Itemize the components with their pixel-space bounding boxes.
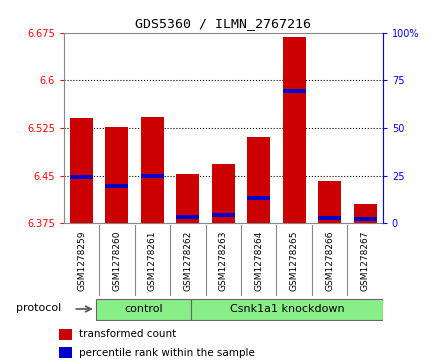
Bar: [141, 174, 164, 178]
Text: protocol: protocol: [16, 303, 62, 313]
Bar: [59, 329, 72, 340]
Bar: [176, 174, 199, 223]
Bar: [96, 299, 191, 320]
Text: Csnk1a1 knockdown: Csnk1a1 knockdown: [230, 304, 345, 314]
Bar: [247, 196, 270, 200]
Bar: [282, 89, 306, 93]
Bar: [106, 127, 128, 223]
Text: control: control: [124, 304, 163, 314]
Text: GSM1278263: GSM1278263: [219, 230, 228, 291]
Bar: [70, 118, 93, 223]
Text: percentile rank within the sample: percentile rank within the sample: [79, 348, 255, 358]
Bar: [318, 216, 341, 220]
Text: transformed count: transformed count: [79, 329, 176, 339]
Text: GSM1278267: GSM1278267: [360, 230, 370, 291]
Title: GDS5360 / ILMN_2767216: GDS5360 / ILMN_2767216: [136, 17, 312, 30]
Text: GSM1278259: GSM1278259: [77, 230, 86, 291]
Text: GSM1278265: GSM1278265: [290, 230, 299, 291]
Bar: [247, 138, 270, 223]
Bar: [106, 184, 128, 188]
Bar: [191, 299, 383, 320]
Bar: [282, 37, 306, 223]
Text: GSM1278261: GSM1278261: [148, 230, 157, 291]
Bar: [354, 204, 377, 223]
Bar: [318, 181, 341, 223]
Bar: [59, 347, 72, 358]
Text: GSM1278266: GSM1278266: [325, 230, 334, 291]
Bar: [176, 215, 199, 219]
Bar: [70, 175, 93, 179]
Bar: [141, 117, 164, 223]
Bar: [212, 164, 235, 223]
Bar: [354, 217, 377, 221]
Text: GSM1278260: GSM1278260: [113, 230, 121, 291]
Text: GSM1278264: GSM1278264: [254, 230, 263, 291]
Text: GSM1278262: GSM1278262: [183, 230, 192, 291]
Bar: [212, 213, 235, 217]
